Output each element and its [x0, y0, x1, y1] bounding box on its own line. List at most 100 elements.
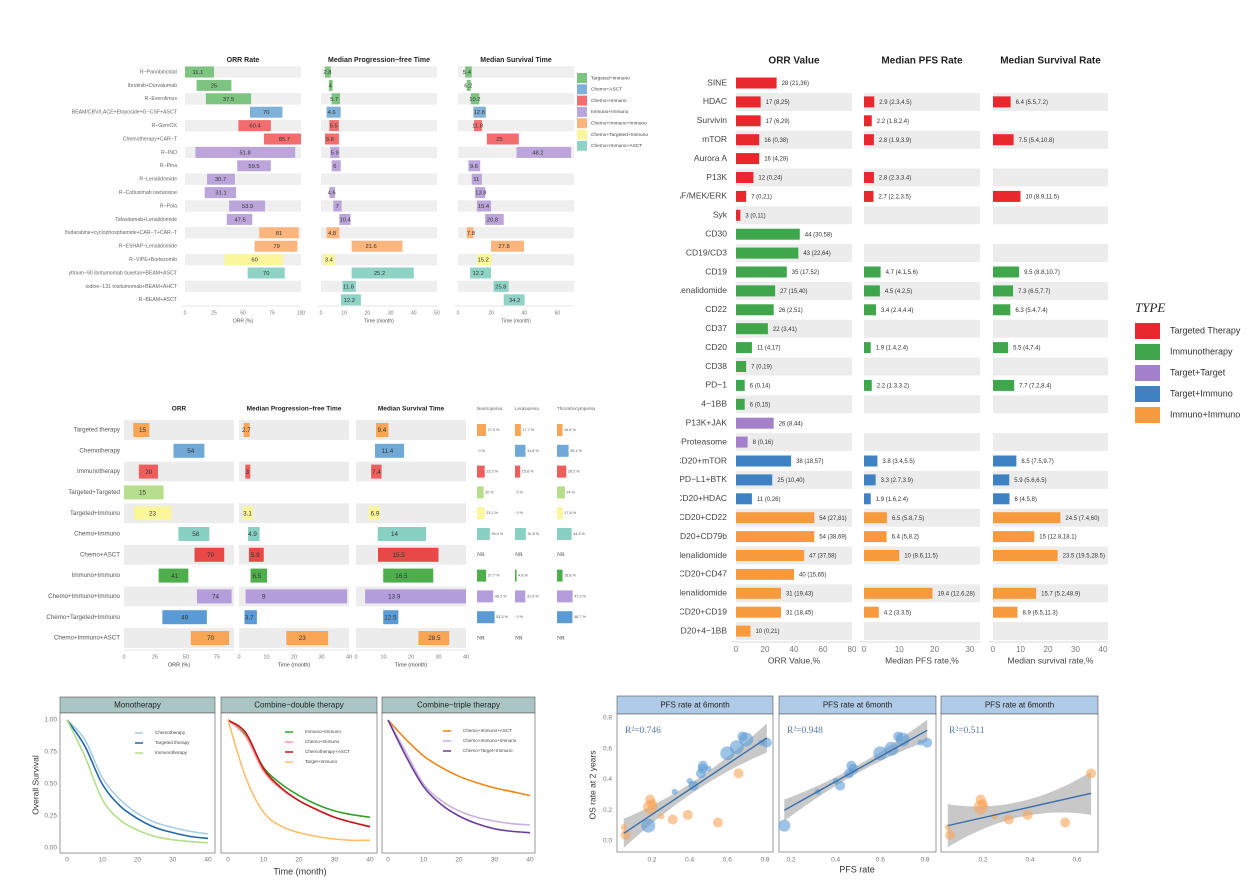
legend-swatch — [1135, 407, 1160, 423]
range-bar — [474, 120, 482, 132]
range-bar — [368, 506, 380, 521]
range-bar — [173, 443, 205, 458]
row-stripe — [736, 395, 852, 414]
row-stripe — [356, 628, 466, 648]
x-axis-title: Time (month) — [501, 318, 531, 324]
y-axis-title: OS rate at 2 years — [587, 751, 597, 820]
toxicity-value: 31.8 % — [527, 449, 539, 453]
range-bar — [247, 267, 285, 279]
range-bar — [244, 610, 257, 625]
row-label: CD20+4−1BB — [675, 625, 728, 635]
subplot-title: Median Progression−free Time — [328, 57, 430, 64]
legend-label: Immuno+Immuno — [305, 729, 341, 734]
bar — [993, 455, 1017, 467]
toxicity-value: 28.2 % — [568, 470, 580, 474]
bar — [736, 153, 760, 165]
legend-label: Immunotherapy — [155, 750, 188, 755]
toxicity-bar — [477, 590, 494, 603]
bar-value-label: 16 (4,28) — [764, 157, 788, 163]
x-tick-label: 10 — [1016, 645, 1025, 654]
bar — [864, 134, 874, 146]
row-label: Immuno+Immuno — [72, 572, 121, 579]
bar — [736, 568, 794, 580]
x-tick-label: 0 — [734, 645, 739, 654]
bar-value-label: 6 (0,14) — [750, 383, 771, 389]
data-point — [667, 814, 678, 825]
x-tick-label: 10 — [260, 857, 268, 864]
x-axis-title: Time (month) — [278, 662, 311, 668]
subplot-title: Median PFS Rate — [881, 56, 963, 67]
bar — [736, 266, 787, 278]
x-tick-label: 40 — [411, 310, 417, 316]
legend-label: Target+Immuno — [1170, 388, 1233, 398]
row-stripe — [321, 227, 437, 239]
bar-value-label: 2.7 (2.2,3.5) — [879, 194, 911, 200]
row-label: Lenalidomide — [676, 285, 727, 295]
bar-value-label: 6 — [333, 164, 336, 170]
bar — [993, 379, 1015, 391]
row-label: BEAM/CBV/LACE+Etoposide+G−CSF+ASCT — [72, 110, 178, 116]
bar-value-label: 3.8 — [326, 137, 334, 143]
x-tick-label: 40 — [366, 857, 374, 864]
x-tick-label: 50 — [434, 310, 440, 316]
data-point — [1060, 817, 1071, 828]
legend-label: Chemo+Immuno+Immuno — [591, 120, 647, 126]
range-bar — [490, 240, 524, 252]
bar — [736, 493, 752, 505]
row-label: R−INO — [161, 150, 177, 156]
bar-value-label: 25 — [496, 137, 502, 143]
bar-value-label: 25 (10,40) — [777, 478, 804, 484]
bar — [864, 115, 872, 127]
range-bar — [471, 173, 482, 185]
range-bar — [254, 240, 298, 252]
row-label: R−GemOX — [151, 123, 177, 129]
row-label: HDAC — [703, 96, 727, 106]
bar-value-label: 58 — [192, 531, 200, 538]
data-point — [682, 809, 693, 820]
row-stripe — [736, 130, 852, 149]
toxicity-value: 17.7 % — [522, 428, 534, 432]
bar-value-label: 4.5 (4.2,5) — [885, 289, 912, 295]
row-label: R−Pina — [160, 163, 177, 169]
facet-title: Combine−double therapy — [254, 701, 344, 710]
toxicity-header: Leukopenia — [515, 406, 539, 411]
subplot-title: ORR Rate — [227, 57, 260, 64]
x-tick-label: 0 — [65, 857, 69, 864]
subplot-title: ORR Value — [768, 56, 820, 67]
range-bar — [383, 568, 434, 583]
legend-label: Target+Target — [1170, 367, 1226, 377]
x-tick-label: 30 — [491, 857, 499, 864]
bar — [864, 455, 878, 467]
range-bar — [486, 133, 519, 145]
toxicity-value: 20 % — [485, 490, 494, 494]
bar-value-label: 25.2 — [374, 271, 385, 277]
row-stripe — [864, 319, 980, 338]
range-bar — [383, 610, 399, 625]
facet-0: PFS rate at 6month R²=0.746 0.2 0.4 0.6 0.8 — [616, 695, 774, 864]
x-tick-label: 50 — [183, 654, 189, 660]
subplot-1: 2.8 4 5.7 4.6 5.5 3.8 5.9 6 4.6 7 10.4 4.8 21.6 3.4 25… — [318, 57, 440, 324]
toxicity-value: 27.3 % — [488, 428, 500, 432]
subplot-title: Median Progression−free Time — [247, 406, 342, 413]
row-label: Chemotherapy+CAR−T — [123, 136, 178, 142]
toxicity-value: 53.3 % — [496, 615, 508, 619]
row-stripe — [185, 173, 301, 185]
row-stripe — [321, 146, 437, 159]
toxicity-bar — [557, 590, 573, 603]
bar-value-label: 16.5 — [395, 573, 408, 580]
data-point — [729, 740, 744, 755]
bar-value-label: 60.4 — [249, 124, 261, 130]
x-tick-label: 0.2 — [786, 857, 795, 864]
bar-value-label: 7.4 — [372, 469, 381, 476]
row-stripe — [458, 280, 574, 293]
row-label: CD20+mTOR — [675, 455, 727, 465]
facet-1: PFS rate at 6month R²=0.948 0.2 0.4 0.6 0.8 — [778, 695, 937, 864]
row-stripe — [864, 357, 980, 376]
x-tick-label: 0.4 — [1025, 857, 1034, 864]
bar-value-label: 5.9 (5.6,6.5) — [1014, 478, 1046, 484]
bar-value-label: 5.9 — [251, 552, 260, 559]
x-axis-title: Median PFS rate,% — [885, 655, 959, 665]
bar-value-label: 6.3 (5.4,7.4) — [1015, 308, 1047, 314]
range-bar — [205, 93, 252, 105]
bar — [736, 304, 774, 316]
